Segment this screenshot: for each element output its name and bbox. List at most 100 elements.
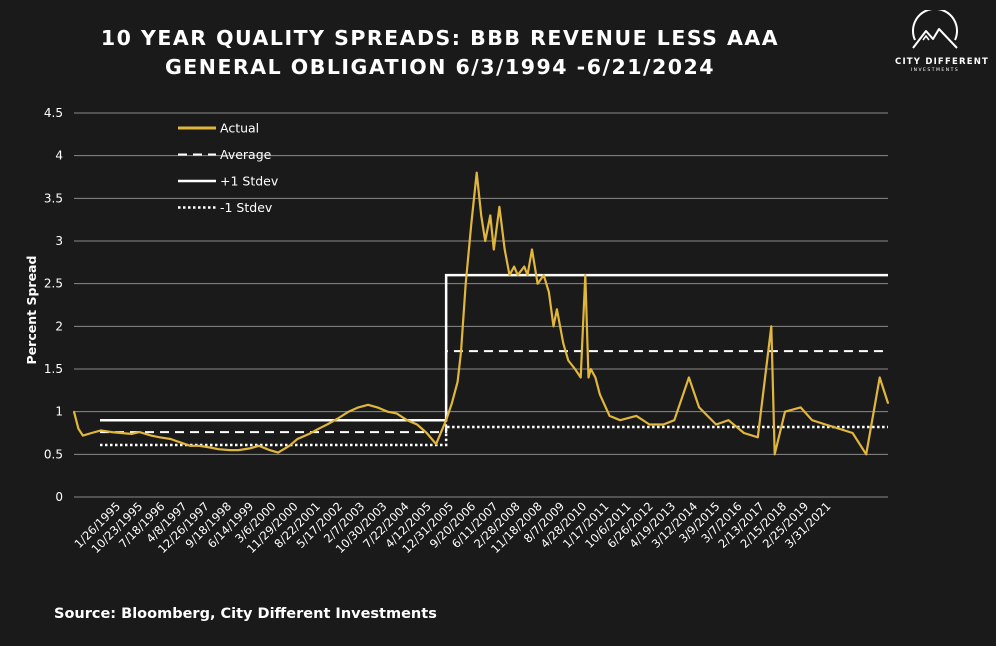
logo-brand-text: CITY DIFFERENT — [895, 57, 990, 67]
chart-title-line-1: 10 YEAR QUALITY SPREADS: BBB REVENUE LES… — [100, 26, 780, 50]
reference-line-1-stdev — [100, 273, 888, 422]
actual-point — [492, 248, 495, 251]
actual-point — [470, 223, 473, 225]
actual-point — [110, 431, 113, 433]
reference-line-1-stdev — [100, 425, 888, 447]
source-note: Source: Bloomberg, City Different Invest… — [54, 606, 437, 622]
actual-point — [248, 447, 251, 450]
actual-point — [594, 376, 597, 379]
actual-point — [599, 393, 601, 396]
actual-point — [189, 444, 192, 447]
actual-point — [90, 432, 93, 434]
actual-point — [698, 406, 700, 409]
series-line-actual — [72, 171, 890, 456]
y-tick-label: 3 — [55, 234, 63, 248]
actual-point — [756, 436, 759, 439]
actual-point — [445, 419, 447, 422]
actual-point — [567, 359, 570, 362]
actual-point — [296, 438, 299, 440]
actual-point — [526, 274, 529, 276]
actual-point — [743, 432, 745, 434]
actual-point — [484, 240, 487, 242]
actual-point — [467, 257, 469, 259]
actual-point — [489, 214, 492, 217]
actual-point — [784, 410, 786, 413]
actual-point — [865, 453, 868, 456]
actual-point — [548, 291, 550, 294]
actual-point — [406, 419, 408, 422]
spread-chart: 0 0.5 1 1.5 2 2.5 3 3.5 4 4.5 1/26/199510/23/1995… — [24, 106, 890, 556]
actual-point — [562, 342, 565, 345]
actual-point — [552, 325, 555, 328]
actual-point — [523, 265, 526, 268]
actual-point — [288, 444, 291, 447]
actual-point — [673, 419, 676, 422]
actual-point — [464, 282, 467, 285]
actual-point — [416, 423, 418, 426]
legend-label: Average — [220, 147, 272, 162]
actual-point — [73, 410, 75, 413]
actual-point — [367, 403, 369, 406]
actual-point — [587, 376, 590, 379]
y-tick-label: 4.5 — [44, 106, 63, 120]
actual-point — [158, 436, 161, 439]
actual-point — [851, 432, 854, 434]
actual-point — [308, 433, 311, 435]
actual-point — [579, 376, 582, 379]
actual-point — [395, 412, 398, 415]
actual-point — [77, 427, 80, 430]
actual-point — [198, 444, 201, 447]
y-tick-label: 3.5 — [44, 191, 63, 205]
legend-label: +1 Stdev — [220, 174, 279, 189]
actual-point — [425, 432, 428, 434]
actual-point — [516, 274, 519, 276]
y-tick-label: 1 — [55, 405, 63, 419]
actual-point — [498, 206, 501, 208]
actual-point — [138, 431, 141, 433]
actual-point — [584, 274, 587, 276]
actual-point — [327, 422, 330, 425]
actual-point — [82, 434, 84, 437]
y-tick-labels: 0 0.5 1 1.5 2 2.5 3 3.5 4 4.5 — [44, 106, 63, 504]
x-tick-labels: 1/26/199510/23/19957/18/19964/8/199712/2… — [72, 499, 834, 556]
actual-point — [217, 448, 220, 451]
chart-title-line-2: GENERAL OBLIGATION 6/3/1994 -6/21/2024 — [164, 55, 716, 79]
actual-point — [824, 423, 827, 426]
actual-point — [589, 368, 592, 370]
actual-point — [619, 419, 621, 422]
y-gridlines — [74, 112, 888, 498]
actual-point — [838, 427, 840, 430]
y-tick-label: 1.5 — [44, 362, 63, 376]
actual-point — [268, 449, 271, 451]
actual-point — [277, 451, 279, 454]
actual-point — [120, 432, 123, 434]
actual-point — [531, 248, 533, 251]
actual-point — [460, 351, 462, 353]
actual-point — [100, 429, 102, 432]
y-tick-label: 0.5 — [44, 447, 63, 461]
y-axis-label: Percent Spread — [24, 256, 39, 365]
actual-point — [176, 440, 179, 443]
actual-point — [169, 438, 172, 440]
legend-label: -1 Stdev — [220, 200, 273, 215]
actual-point — [574, 368, 576, 370]
actual-point — [542, 274, 545, 276]
actual-point — [435, 443, 437, 445]
actual-point — [480, 214, 483, 217]
actual-point — [648, 423, 651, 426]
actual-point — [376, 406, 379, 409]
actual-point — [878, 376, 881, 379]
actual-point — [451, 402, 453, 404]
y-tick-label: 2 — [55, 319, 63, 333]
legend: Actual Average +1 Stdev -1 Stdev — [178, 121, 279, 215]
company-logo: CITY DIFFERENT INVESTMENTS — [895, 10, 990, 80]
reference-lines — [100, 273, 888, 447]
actual-point — [237, 449, 240, 451]
reference-line-average — [100, 350, 888, 434]
chart-title: 10 YEAR QUALITY SPREADS: BBB REVENUE LES… — [60, 24, 820, 82]
actual-point — [688, 376, 690, 379]
actual-point — [503, 248, 506, 251]
actual-point — [887, 402, 889, 404]
legend-label: Actual — [220, 121, 259, 136]
actual-point — [317, 427, 320, 430]
